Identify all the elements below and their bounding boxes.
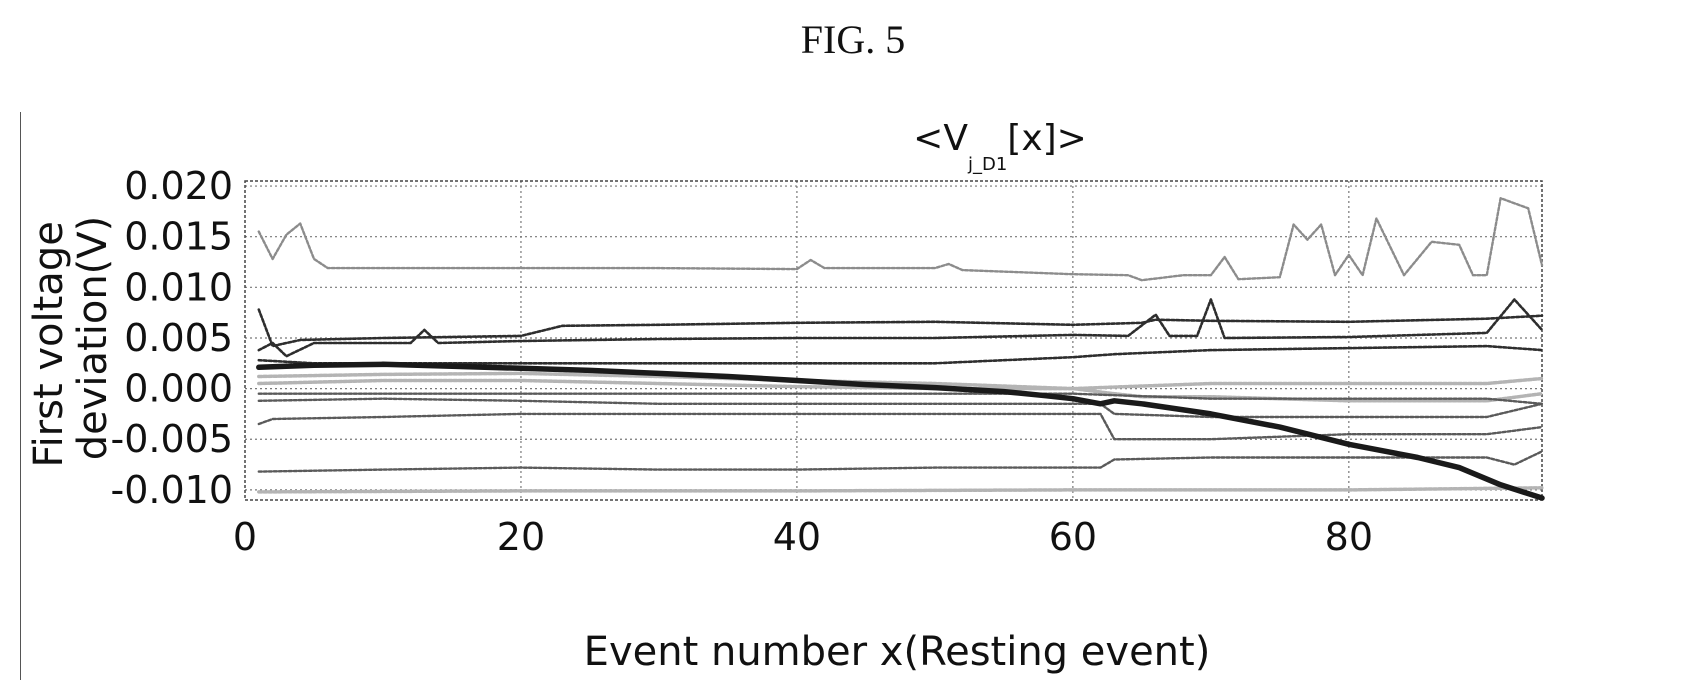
y-axis-label-line-1: First voltage bbox=[26, 221, 72, 467]
y-tick-label: 0.005 bbox=[124, 316, 233, 360]
y-tick-label: 0.010 bbox=[124, 265, 233, 309]
series-line bbox=[257, 298, 1544, 358]
plot-frame bbox=[244, 180, 1543, 501]
figure-frame-line bbox=[20, 112, 21, 680]
x-axis-label: Event number x(Resting event) bbox=[584, 629, 1211, 675]
chart-title-subscript: j_D1 bbox=[967, 154, 1007, 175]
x-tick-label: 80 bbox=[1325, 515, 1373, 559]
y-tick-label: -0.010 bbox=[111, 468, 234, 512]
series-line-highlight bbox=[256, 361, 1545, 501]
series-line bbox=[257, 412, 1544, 441]
chart-title: <Vj_D1[x]> bbox=[913, 118, 1087, 175]
chart-title-suffix: [x]> bbox=[1007, 118, 1087, 159]
chart-grid bbox=[245, 181, 1542, 500]
series-line bbox=[257, 392, 1544, 405]
chart-title-prefix: <V bbox=[913, 118, 968, 159]
series-line bbox=[257, 308, 1544, 348]
x-tick-label: 20 bbox=[497, 515, 545, 559]
y-axis-label: First voltage deviation(V) bbox=[26, 208, 116, 467]
x-tick-label: 40 bbox=[773, 515, 821, 559]
x-tick-label: 0 bbox=[233, 515, 257, 559]
y-tick-label: 0.000 bbox=[124, 367, 233, 411]
y-tick-label: 0.015 bbox=[124, 215, 233, 259]
y-tick-label: 0.020 bbox=[124, 164, 233, 208]
series-line bbox=[257, 397, 1544, 419]
y-axis-label-line-2: deviation(V) bbox=[70, 216, 116, 461]
y-tick-label: -0.005 bbox=[111, 417, 234, 461]
figure-caption: FIG. 5 bbox=[800, 17, 906, 62]
series-line bbox=[257, 450, 1544, 473]
series-line bbox=[257, 486, 1544, 494]
y-tick-labels: -0.010 -0.005 0.000 0.005 0.010 0.015 0.020 bbox=[111, 164, 234, 512]
series-line bbox=[257, 196, 1544, 282]
series-layer bbox=[256, 196, 1545, 501]
series-line bbox=[257, 344, 1544, 365]
x-tick-label: 60 bbox=[1049, 515, 1097, 559]
x-tick-labels: 0 20 40 60 80 bbox=[233, 515, 1373, 559]
